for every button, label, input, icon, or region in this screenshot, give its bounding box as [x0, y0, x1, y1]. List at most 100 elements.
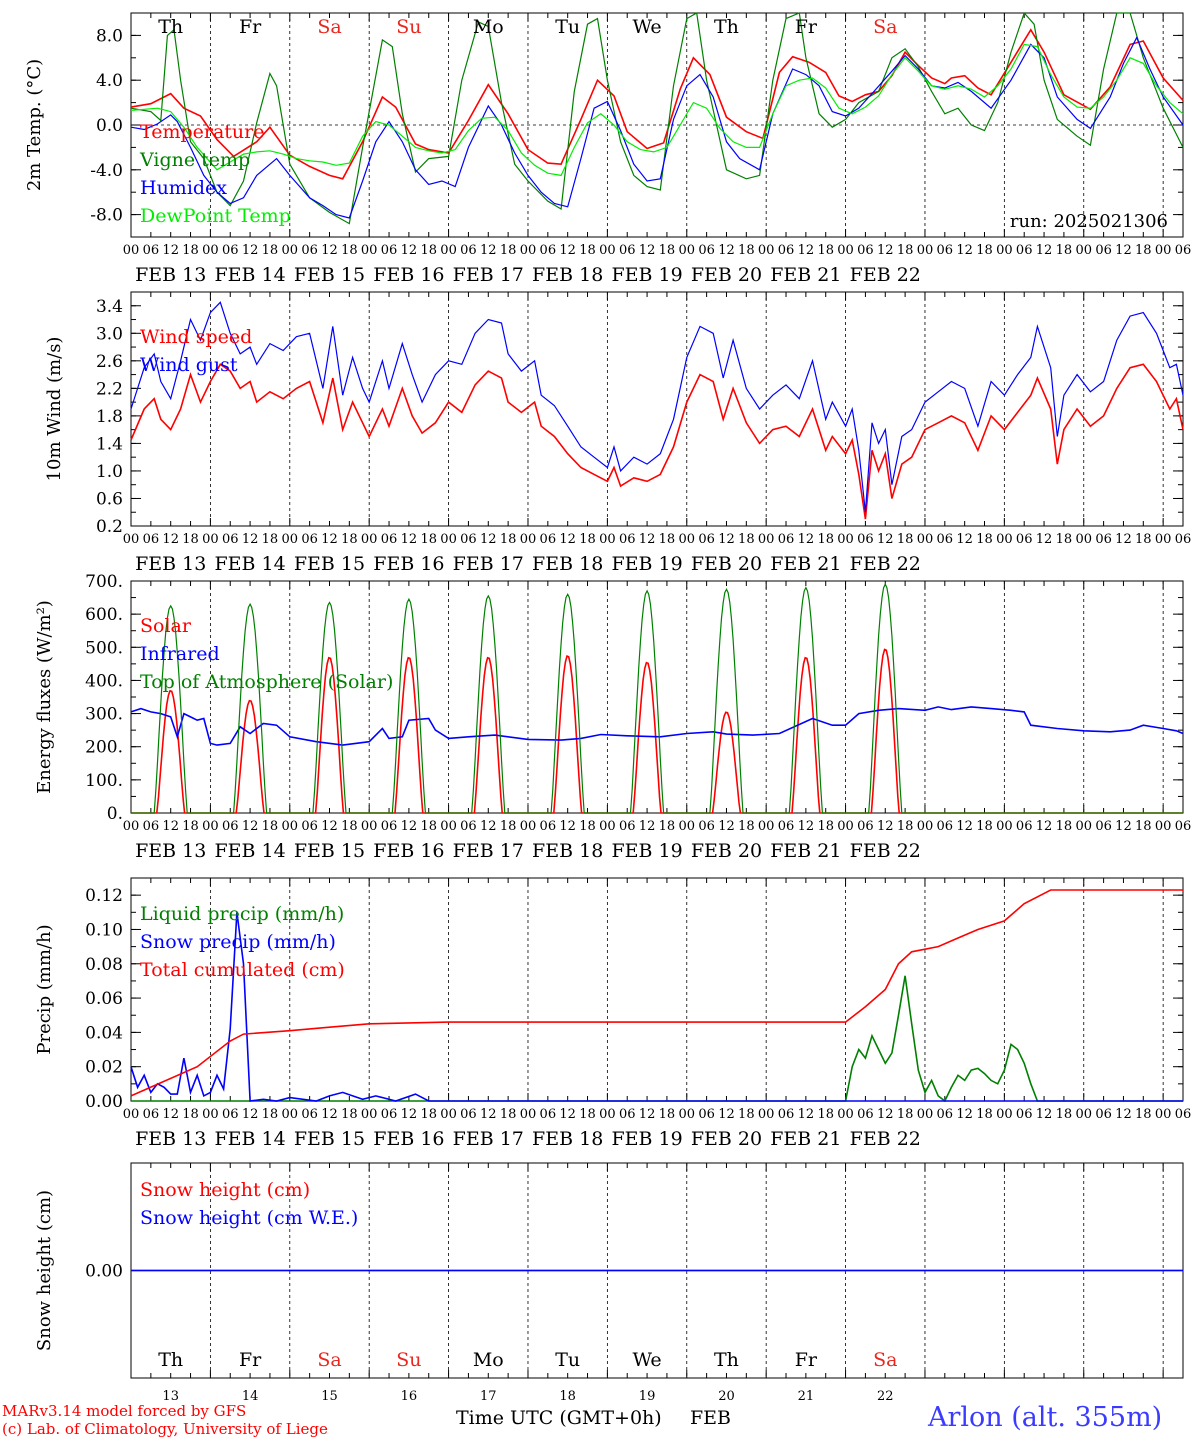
hour-tick-label: 06: [698, 819, 715, 834]
y-tick-label: 0.12: [85, 886, 123, 906]
hour-tick-label: 12: [480, 243, 497, 258]
station-label: Arlon (alt. 355m): [928, 1402, 1163, 1433]
hour-tick-label: 18: [341, 532, 358, 547]
date-label: FEB 18: [532, 264, 603, 286]
hour-tick-label: 18: [659, 243, 676, 258]
hour-tick-label: 12: [162, 532, 179, 547]
day-number: 20: [718, 1389, 735, 1404]
hour-tick-label: 18: [1056, 243, 1073, 258]
panel-4: 0.12 0.10 0.08 0.06 0.04 0.02 0.00 Precip (mm/h…: [34, 877, 1191, 1150]
hour-tick-label: 06: [143, 243, 160, 258]
hour-tick-label: 00: [440, 243, 457, 258]
legend-entry: Top of Atmosphere (Solar): [140, 671, 393, 693]
hour-tick-label: 00: [520, 1107, 537, 1122]
hour-tick-label: 06: [1016, 243, 1033, 258]
hour-tick-label: 18: [341, 1107, 358, 1122]
hour-tick-label: 12: [401, 532, 418, 547]
hour-tick-label: 06: [540, 532, 557, 547]
hour-tick-label: 06: [460, 819, 477, 834]
date-label: FEB 16: [373, 840, 444, 862]
panel-frame: [130, 291, 1184, 527]
legend-entry: Wind gust: [140, 354, 238, 376]
day-name-bottom: Tu: [555, 1349, 580, 1371]
hour-tick-label: 12: [956, 532, 973, 547]
hour-tick-label: 06: [222, 243, 239, 258]
hour-tick-label: 18: [738, 243, 755, 258]
series-line-dewpoint-temp: [130, 43, 1184, 177]
hour-tick-label: 00: [520, 243, 537, 258]
day-name-top: Tu: [555, 16, 580, 38]
y-axis-title: 10m Wind (m/s): [44, 337, 65, 482]
hour-tick-label: 06: [698, 1107, 715, 1122]
hour-tick-label: 00: [1075, 243, 1092, 258]
date-label: FEB 16: [373, 264, 444, 286]
date-label: FEB 22: [850, 553, 921, 575]
day-number: 13: [162, 1389, 179, 1404]
day-name-top: Sa: [317, 16, 341, 38]
y-tick-label: 300.: [85, 705, 123, 725]
hour-tick-label: 06: [381, 243, 398, 258]
hour-tick-label: 12: [559, 532, 576, 547]
hour-tick-label: 18: [579, 532, 596, 547]
y-tick-label: 3.4: [96, 297, 123, 317]
date-label: FEB 17: [453, 553, 524, 575]
day-name-top: We: [632, 16, 661, 38]
legend-entry: Wind speed: [140, 326, 252, 348]
hour-tick-label: 12: [1036, 819, 1053, 834]
hour-tick-label: 00: [1155, 243, 1172, 258]
hour-tick-label: 06: [937, 532, 954, 547]
day-number: 19: [639, 1389, 656, 1404]
hour-tick-label: 18: [738, 1107, 755, 1122]
hour-tick-label: 06: [143, 1107, 160, 1122]
y-tick-label: 0.6: [96, 489, 123, 509]
date-label: FEB 17: [453, 264, 524, 286]
legend-entry: Infrared: [140, 643, 220, 665]
date-label: FEB 21: [770, 553, 841, 575]
x-axis-title: Time UTC (GMT+0h): [456, 1407, 662, 1429]
series-line-vigne-temp: [130, 11, 1184, 225]
y-axis-title: Snow height (cm): [34, 1190, 55, 1351]
panel-5: 0.00 Snow height (cm) Snow height (cm) Snow…: [34, 1162, 1184, 1379]
hour-tick-label: 06: [619, 243, 636, 258]
y-tick-label: 0.00: [85, 1092, 123, 1112]
y-tick-label: -8.0: [90, 206, 123, 226]
hour-tick-label: 00: [758, 243, 775, 258]
hour-tick-label: 12: [639, 819, 656, 834]
hour-tick-label: 12: [480, 819, 497, 834]
hour-tick-label: 00: [361, 243, 378, 258]
hour-tick-label: 00: [837, 532, 854, 547]
hour-tick-label: 18: [897, 819, 914, 834]
date-label: FEB 13: [135, 553, 206, 575]
y-tick-label: 700.: [85, 572, 123, 592]
y-tick-label: 1.0: [96, 462, 123, 482]
credit-line-2: (c) Lab. of Climatology, University of L…: [2, 1420, 328, 1438]
hour-tick-label: 00: [679, 532, 696, 547]
legend-entry: Total cumulated (cm): [140, 959, 345, 981]
hour-tick-label: 06: [1095, 532, 1112, 547]
day-name-top: Th: [714, 16, 739, 38]
hour-tick-label: 18: [1056, 532, 1073, 547]
hour-tick-label: 18: [738, 532, 755, 547]
date-label: FEB 20: [691, 553, 762, 575]
date-label: FEB 20: [691, 1128, 762, 1150]
hour-tick-label: 06: [301, 532, 318, 547]
hour-tick-label: 18: [817, 243, 834, 258]
hour-tick-label: 06: [143, 532, 160, 547]
hour-tick-label: 00: [520, 532, 537, 547]
date-label: FEB 14: [214, 1128, 285, 1150]
y-tick-label: 200.: [85, 738, 123, 758]
hour-tick-label: 18: [262, 243, 279, 258]
date-label: FEB 20: [691, 264, 762, 286]
hour-tick-label: 12: [242, 819, 259, 834]
hour-tick-label: 00: [202, 819, 219, 834]
y-tick-label: 500.: [85, 638, 123, 658]
date-label: FEB 14: [214, 264, 285, 286]
hour-tick-label: 12: [321, 532, 338, 547]
legend-entry: DewPoint Temp: [140, 205, 291, 227]
hour-tick-label: 00: [758, 532, 775, 547]
hour-tick-label: 18: [341, 819, 358, 834]
legend-entry: Snow height (cm): [140, 1179, 310, 1201]
hour-tick-label: 12: [401, 243, 418, 258]
day-number: 21: [798, 1389, 815, 1404]
hour-tick-label: 06: [460, 532, 477, 547]
